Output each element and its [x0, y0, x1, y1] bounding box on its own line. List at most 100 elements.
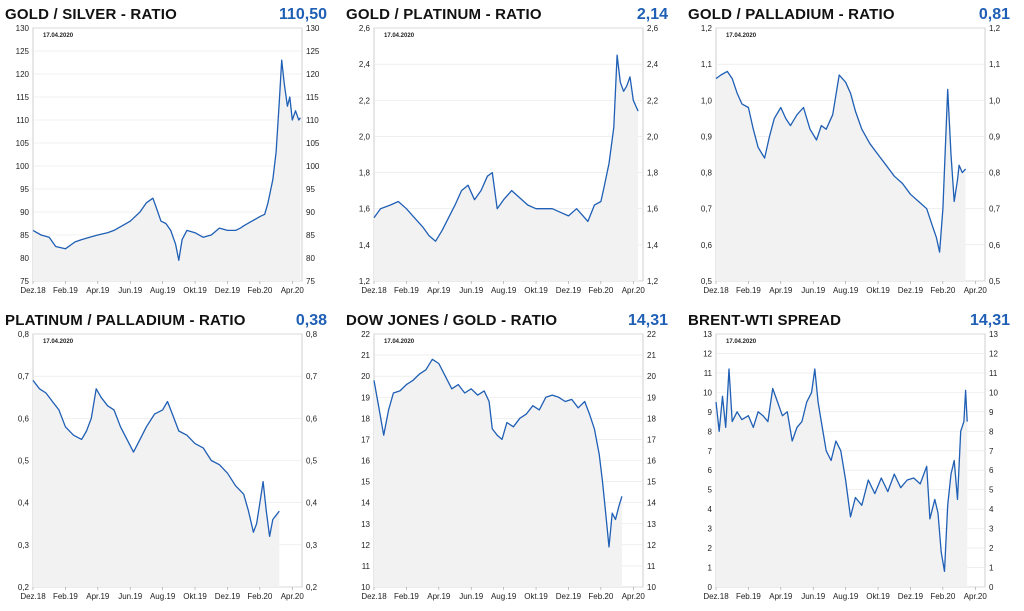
y-tick-label-left: 15: [361, 478, 370, 487]
x-tick-label: Feb.19: [736, 286, 761, 295]
y-tick-label-right: 2,6: [647, 24, 659, 33]
x-tick-label: Dez.18: [20, 592, 46, 601]
y-tick-label-left: 14: [361, 499, 370, 508]
x-tick-label: Jun.19: [118, 286, 143, 295]
series-area: [716, 71, 966, 282]
y-tick-label-right: 85: [306, 231, 315, 240]
y-tick-label-right: 0,5: [306, 457, 318, 466]
y-tick-label-right: 100: [306, 162, 320, 171]
x-tick-label: Okt.19: [524, 592, 548, 601]
y-tick-label-right: 13: [647, 520, 656, 529]
x-tick-label: Apr.19: [86, 592, 110, 601]
y-tick-label-left: 100: [16, 162, 30, 171]
y-tick-label-left: 12: [703, 349, 712, 358]
y-tick-label-left: 0,2: [18, 583, 30, 592]
chart-title: GOLD / PALLADIUM - RATIO: [688, 6, 895, 23]
y-tick-label-left: 7: [708, 447, 713, 456]
y-tick-label-right: 0,7: [989, 205, 1001, 214]
y-tick-label-right: 1,8: [647, 169, 659, 178]
y-tick-label-right: 13: [989, 330, 998, 339]
x-tick-label: Jun.19: [801, 592, 826, 601]
y-tick-label-right: 90: [306, 208, 315, 217]
y-tick-label-left: 1,8: [359, 169, 371, 178]
y-tick-label-right: 2,2: [647, 96, 659, 105]
chart-date: 17.04.2020: [384, 33, 415, 39]
chart-panel-gold-platinum: GOLD / PLATINUM - RATIO 2,14 1,2 1,2 1,4 1,…: [346, 2, 676, 302]
y-tick-label-left: 0,8: [701, 169, 713, 178]
y-tick-label-right: 4: [989, 505, 994, 514]
y-tick-label-left: 0,5: [18, 457, 30, 466]
y-tick-label-left: 130: [16, 24, 30, 33]
chart-panel-gold-silver: GOLD / SILVER - RATIO 110,50 75 75 80 80 85 8…: [5, 2, 335, 302]
y-tick-label-left: 11: [704, 369, 713, 378]
y-tick-label-left: 10: [703, 388, 712, 397]
y-tick-label-left: 0,7: [701, 205, 713, 214]
y-tick-label-right: 0,9: [989, 132, 1001, 141]
y-tick-label-right: 12: [989, 349, 998, 358]
x-tick-label: Feb.19: [394, 286, 419, 295]
y-tick-label-right: 5: [989, 486, 994, 495]
y-tick-label-left: 17: [361, 435, 370, 444]
y-tick-label-left: 0,9: [701, 132, 713, 141]
y-tick-label-left: 2,4: [359, 60, 371, 69]
y-tick-label-right: 0,6: [306, 414, 318, 423]
y-tick-label-right: 2,0: [647, 132, 659, 141]
y-tick-label-right: 0,8: [989, 169, 1001, 178]
x-tick-label: Apr.20: [281, 286, 305, 295]
x-tick-label: Dez.18: [703, 286, 729, 295]
y-tick-label-right: 125: [306, 47, 320, 56]
x-tick-label: Jun.19: [459, 286, 484, 295]
x-tick-label: Okt.19: [524, 286, 548, 295]
x-tick-label: Apr.19: [769, 286, 793, 295]
y-tick-label-left: 0,6: [701, 241, 713, 250]
y-tick-label-left: 105: [16, 139, 30, 148]
y-tick-label-right: 20: [647, 372, 656, 381]
chart-platinum-palladium: 0,2 0,2 0,3 0,3 0,4 0,4 0,5 0,5 0,6 0,6 0,7 0,7 0,8 0…: [18, 330, 318, 601]
y-tick-label-right: 9: [989, 408, 994, 417]
y-tick-label-left: 22: [361, 330, 370, 339]
x-tick-label: Okt.19: [866, 592, 890, 601]
x-tick-label: Feb.19: [736, 592, 761, 601]
series-line: [715, 70, 967, 253]
y-tick-label-right: 12: [647, 541, 656, 550]
y-tick-label-right: 75: [306, 277, 315, 286]
y-tick-label-right: 115: [306, 93, 319, 102]
x-tick-label: Jun.19: [801, 286, 826, 295]
y-tick-label-left: 3: [708, 525, 713, 534]
y-tick-label-right: 14: [647, 499, 656, 508]
chart-panel-platinum-palladium: PLATINUM / PALLADIUM - RATIO 0,38 0,2 0,2…: [5, 308, 335, 608]
x-tick-label: Dez.18: [361, 286, 387, 295]
series-line: [715, 368, 968, 573]
y-tick-label-right: 130: [306, 24, 320, 33]
x-tick-label: Dez.19: [898, 592, 924, 601]
y-tick-label-right: 11: [647, 562, 656, 571]
chart-date: 17.04.2020: [384, 339, 415, 345]
x-tick-label: Aug.19: [833, 286, 859, 295]
y-tick-label-right: 1,1: [989, 60, 1001, 69]
y-tick-label-left: 5: [708, 486, 713, 495]
x-tick-label: Feb.19: [53, 592, 78, 601]
y-tick-label-left: 80: [20, 254, 29, 263]
y-tick-label-right: 16: [647, 457, 656, 466]
chart-date: 17.04.2020: [726, 339, 757, 345]
y-tick-label-right: 2: [989, 544, 994, 553]
x-tick-label: Dez.18: [361, 592, 387, 601]
y-tick-label-left: 1: [708, 564, 713, 573]
y-tick-label-left: 9: [708, 408, 713, 417]
y-tick-label-left: 11: [362, 562, 371, 571]
x-tick-label: Jun.19: [118, 592, 143, 601]
y-tick-label-right: 11: [989, 369, 998, 378]
chart-gold-silver: 75 75 80 80 85 85 90 90 95 95 100 100 105 105 110 110 11…: [16, 24, 320, 295]
y-tick-label-left: 13: [703, 330, 712, 339]
y-tick-label-left: 0: [708, 583, 713, 592]
y-tick-label-right: 10: [989, 388, 998, 397]
y-tick-label-right: 1,0: [989, 96, 1001, 105]
y-tick-label-left: 21: [361, 351, 370, 360]
y-tick-label-right: 0: [989, 583, 994, 592]
x-tick-label: Apr.19: [769, 592, 793, 601]
x-tick-label: Okt.19: [183, 286, 207, 295]
x-tick-label: Apr.19: [86, 286, 110, 295]
x-tick-label: Okt.19: [866, 286, 890, 295]
chart-current-value: 2,14: [636, 6, 668, 23]
